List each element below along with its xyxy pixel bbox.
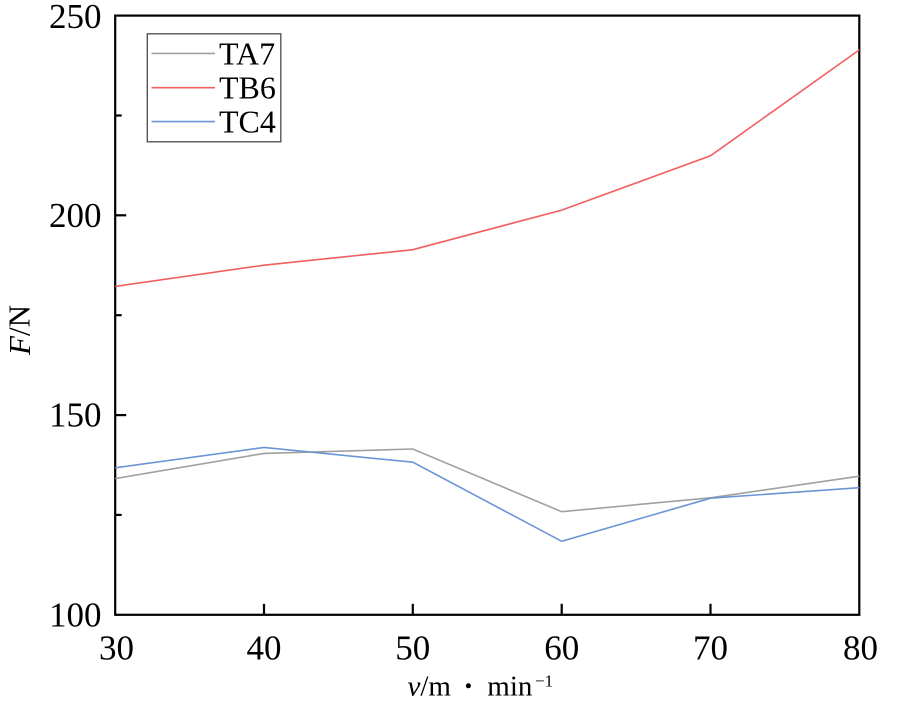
svg-text:40: 40: [247, 629, 282, 668]
svg-text:−1: −1: [535, 672, 553, 691]
svg-text:200: 200: [49, 196, 102, 235]
svg-text:70: 70: [693, 629, 728, 668]
svg-text:50: 50: [395, 629, 430, 668]
svg-text:v/m: v/m: [408, 671, 452, 703]
svg-text:150: 150: [49, 396, 102, 435]
svg-text:100: 100: [49, 595, 102, 634]
svg-text:min: min: [487, 671, 533, 703]
svg-text:60: 60: [544, 629, 579, 668]
svg-text:250: 250: [49, 0, 102, 36]
svg-text:F/N: F/N: [2, 305, 37, 356]
svg-text:TC4: TC4: [219, 104, 276, 140]
svg-text:TA7: TA7: [219, 35, 275, 71]
svg-text:30: 30: [99, 629, 134, 668]
svg-text:TB6: TB6: [219, 70, 276, 106]
svg-text:80: 80: [843, 629, 878, 668]
